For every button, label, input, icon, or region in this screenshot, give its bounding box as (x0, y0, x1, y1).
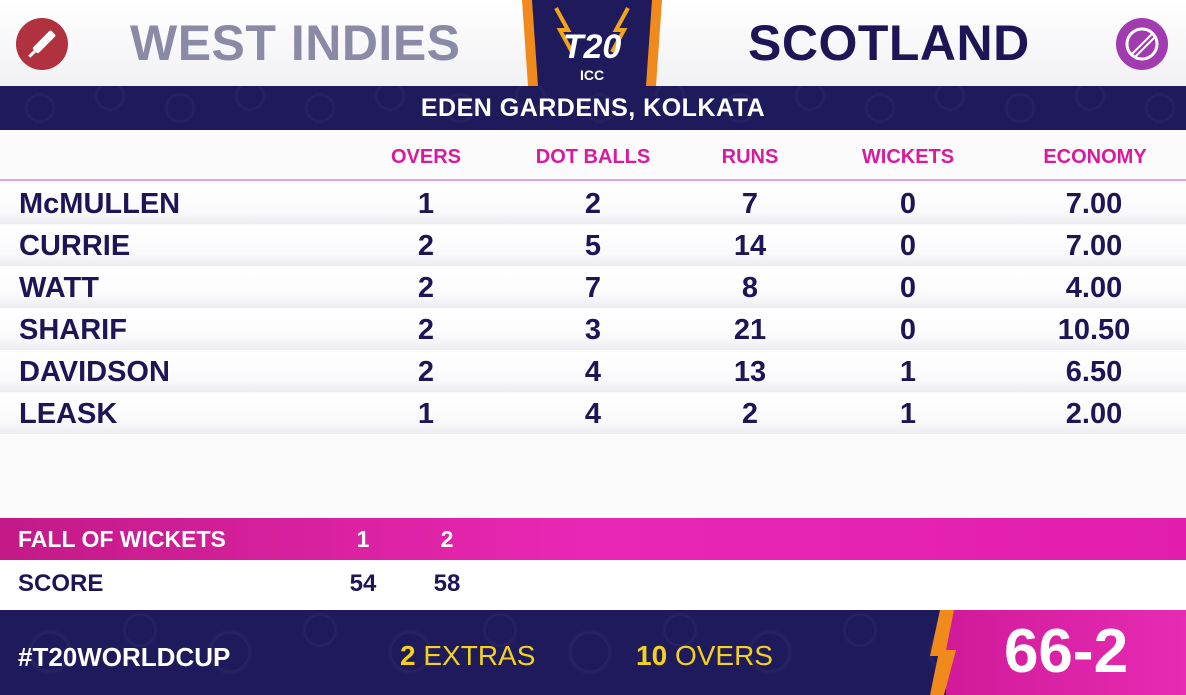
column-header-wickets: WICKETS (861, 146, 955, 168)
icc-t20-logo: T20 ICC (516, 0, 668, 86)
fall-of-wickets-bar: FALL OF WICKETS 1 2 (0, 518, 1186, 560)
venue-band: EDEN GARDENS, KOLKATA (0, 86, 1186, 130)
logo-t20-text: T20 (563, 28, 622, 66)
overs-summary: 10 OVERS (636, 640, 773, 672)
total-score: 66-2 (1003, 617, 1129, 686)
wicket-score: 58 (433, 570, 461, 597)
header-divider (0, 179, 1186, 181)
economy-value: 2.00 (1065, 398, 1123, 430)
dot-balls-value: 5 (584, 230, 602, 262)
total-box-accent (930, 610, 956, 695)
venue-name: EDEN GARDENS, KOLKATA (420, 94, 766, 122)
overs-value: 1 (417, 398, 435, 430)
hashtag: #T20WORLDCUP (18, 642, 231, 672)
overs-label: OVERS (674, 640, 773, 671)
wicket-score: 54 (349, 570, 377, 597)
column-header-dot-balls: DOT BALLS (535, 146, 651, 168)
wickets-value: 0 (899, 188, 917, 220)
overs-value: 2 (417, 356, 435, 388)
table-row: McMULLEN 1 2 7 0 7.00 (0, 184, 1186, 224)
bowler-name: LEASK (19, 398, 118, 430)
wickets-value: 1 (899, 398, 917, 430)
dot-balls-value: 7 (584, 272, 602, 304)
overs-value: 10 (636, 640, 668, 671)
overs-value: 2 (417, 272, 435, 304)
bowler-name: McMULLEN (19, 188, 181, 220)
score-label: SCORE (18, 570, 104, 597)
total-score-box (946, 610, 1186, 695)
runs-value: 8 (741, 272, 759, 304)
logo-icc-text: ICC (580, 67, 604, 83)
economy-value: 4.00 (1065, 272, 1123, 304)
dot-balls-value: 4 (584, 356, 602, 388)
runs-value: 21 (733, 314, 767, 346)
wicket-number: 2 (440, 526, 454, 552)
fall-of-wickets-label: FALL OF WICKETS (18, 526, 226, 552)
table-row: DAVIDSON 2 4 13 1 6.50 (0, 352, 1186, 392)
cricket-bat-icon (16, 18, 68, 70)
bowling-team-name: SCOTLAND (748, 15, 1030, 71)
wickets-value: 0 (899, 272, 917, 304)
dot-balls-value: 4 (584, 398, 602, 430)
extras-summary: 2 EXTRAS (400, 640, 535, 672)
bowler-name: WATT (19, 272, 99, 304)
table-row: CURRIE 2 5 14 0 7.00 (0, 226, 1186, 266)
dot-balls-value: 2 (584, 188, 602, 220)
bowling-figures-table: OVERS DOT BALLS RUNS WICKETS ECONOMY McM… (0, 130, 1186, 518)
overs-value: 1 (417, 188, 435, 220)
runs-value: 7 (741, 188, 759, 220)
overs-value: 2 (417, 230, 435, 262)
table-row: WATT 2 7 8 0 4.00 (0, 268, 1186, 308)
table-row: LEASK 1 4 2 1 2.00 (0, 394, 1186, 434)
economy-value: 6.50 (1065, 356, 1123, 388)
column-header-economy: ECONOMY (1043, 146, 1147, 168)
extras-value: 2 (400, 640, 416, 671)
runs-value: 2 (741, 398, 759, 430)
wicket-number: 1 (356, 526, 370, 552)
extras-label: EXTRAS (423, 640, 536, 671)
economy-value: 10.50 (1057, 314, 1131, 346)
column-header-overs: OVERS (390, 146, 462, 168)
wickets-value: 1 (899, 356, 917, 388)
wickets-value: 0 (899, 230, 917, 262)
column-header-runs: RUNS (721, 146, 779, 168)
bowler-name: SHARIF (19, 314, 127, 346)
fall-of-wickets-scores: SCORE 54 58 (0, 560, 1186, 610)
bowler-name: DAVIDSON (19, 356, 170, 388)
runs-value: 14 (733, 230, 767, 262)
economy-value: 7.00 (1065, 230, 1123, 262)
overs-value: 2 (417, 314, 435, 346)
economy-value: 7.00 (1065, 188, 1123, 220)
table-row: SHARIF 2 3 21 0 10.50 (0, 310, 1186, 350)
scoreboard-header: WEST INDIES T20 ICC SCOTLAND (0, 0, 1186, 86)
batting-team-name: WEST INDIES (130, 15, 461, 71)
runs-value: 13 (733, 356, 767, 388)
cricket-ball-icon (1116, 18, 1168, 70)
wickets-value: 0 (899, 314, 917, 346)
dot-balls-value: 3 (584, 314, 602, 346)
bowler-name: CURRIE (19, 230, 131, 262)
